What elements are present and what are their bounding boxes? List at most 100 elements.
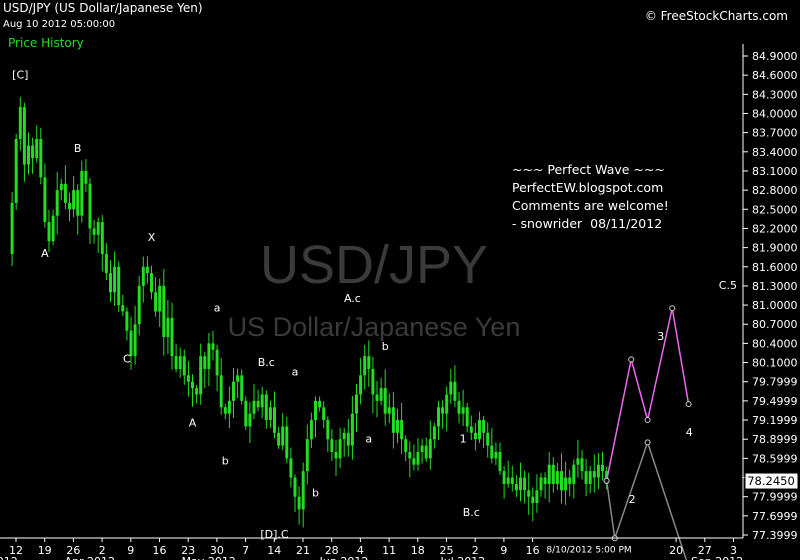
watermark: USD/JPY US Dollar/Japanese Yen — [228, 235, 521, 342]
x-month-label: 2012 — [0, 555, 18, 560]
candle-body — [375, 394, 379, 401]
candle-body — [195, 388, 199, 395]
candle-body — [145, 266, 149, 274]
wave-label: 4 — [686, 426, 693, 439]
candle-body — [461, 407, 465, 414]
candle-body — [420, 445, 424, 452]
candle-body — [437, 407, 440, 427]
x-tick-label: 23 — [181, 544, 195, 557]
candle-body — [449, 381, 453, 395]
projection-point — [603, 477, 610, 484]
x-tick-label: 27 — [698, 544, 712, 557]
candle-body — [601, 464, 604, 472]
candle-body — [141, 266, 145, 286]
wave-label: B — [74, 142, 82, 155]
candle-body — [252, 400, 256, 414]
candle-body — [539, 477, 543, 491]
candle-body — [227, 400, 231, 414]
candle-body — [55, 190, 59, 216]
candle-body — [510, 477, 514, 484]
y-tick-label: 81.6000 — [752, 261, 798, 274]
candle-body — [59, 183, 63, 191]
candle-body — [531, 496, 535, 504]
candle-body — [412, 458, 416, 465]
x-tick-label: 3 — [730, 544, 737, 557]
x-tick-label: 21 — [296, 544, 310, 557]
candle-body — [391, 407, 395, 433]
candle-body — [256, 400, 260, 408]
y-tick-label: 81.0000 — [752, 299, 798, 312]
candle-body — [14, 139, 18, 203]
y-tick-label: 77.9999 — [752, 491, 798, 504]
candle-body — [109, 273, 112, 293]
candle-body — [191, 381, 194, 389]
price-history-label[interactable]: Price History — [8, 36, 84, 50]
wave-label: A — [189, 416, 197, 429]
note-line: PerfectEW.blogspot.com — [512, 180, 664, 195]
candle-body — [371, 368, 375, 395]
last-price-box — [744, 472, 799, 490]
candle-body — [568, 477, 572, 484]
candle-body — [416, 451, 420, 465]
note-line: - snowrider 08/11/2012 — [512, 216, 663, 231]
candle-body — [490, 445, 494, 459]
candle-body — [309, 420, 313, 440]
candle-body — [43, 177, 47, 223]
projection-point — [644, 417, 651, 424]
x-tick-label: 16 — [153, 544, 167, 557]
candle-body — [88, 183, 92, 229]
candle-body — [154, 292, 158, 312]
y-tick-label: 80.1000 — [752, 357, 798, 370]
wave-label: B.c — [463, 506, 480, 519]
candle-body — [158, 285, 162, 312]
candle-body — [297, 496, 301, 510]
candle-body — [514, 483, 518, 491]
y-tick-label: 82.2000 — [752, 222, 798, 235]
candle-body — [592, 471, 596, 478]
candle-body — [465, 407, 469, 427]
candle-body — [560, 471, 563, 491]
y-tick-label: 78.5999 — [752, 452, 798, 465]
candle-body — [170, 317, 174, 357]
x-month-label: Sep 2012 — [691, 555, 743, 560]
candle-body — [588, 471, 592, 484]
x-tick-label: 26 — [66, 544, 80, 557]
candle-body — [580, 458, 584, 472]
candle-body — [150, 273, 153, 293]
y-tick-label: 83.7000 — [752, 127, 798, 140]
candle-body — [338, 439, 342, 459]
x-tick-label: 16 — [526, 544, 540, 557]
wave-label: b — [382, 340, 389, 353]
candle-body — [47, 222, 51, 242]
candle-body — [322, 407, 326, 421]
x-tick-label: 12 — [9, 544, 23, 557]
candle-body — [285, 426, 289, 459]
candle-body — [133, 324, 137, 357]
wave-label: b — [312, 487, 319, 500]
y-tick-label: 84.0000 — [752, 107, 798, 120]
candle-body — [207, 343, 211, 369]
candle-body — [260, 394, 264, 408]
candle-body — [355, 394, 358, 414]
x-tick-label: 2 — [472, 544, 479, 557]
y-tick-label: 78.8999 — [752, 433, 798, 446]
candle-body — [330, 439, 334, 452]
projection-point — [685, 401, 692, 408]
last-price-label: 78.2450 — [747, 474, 795, 488]
candle-body — [129, 330, 133, 357]
candle-body — [84, 170, 88, 184]
candle-body — [293, 477, 297, 497]
candle-body — [35, 139, 39, 159]
copyright-link[interactable]: © FreeStockCharts.com — [644, 9, 788, 23]
x-axis: 12 19 26 2 9 16 23 30 7 14 21 28 4 11 18 25 2 9 16 20 27 3 201… — [0, 537, 743, 560]
y-tick-label: 81.9000 — [752, 242, 798, 255]
projection-point — [669, 305, 676, 312]
wave-label: C — [123, 353, 131, 366]
candle-body — [432, 426, 436, 440]
x-tick-label: 11 — [382, 544, 396, 557]
candle-body — [203, 356, 207, 369]
candle-body — [584, 471, 588, 484]
wave-label: 2 — [629, 493, 636, 506]
